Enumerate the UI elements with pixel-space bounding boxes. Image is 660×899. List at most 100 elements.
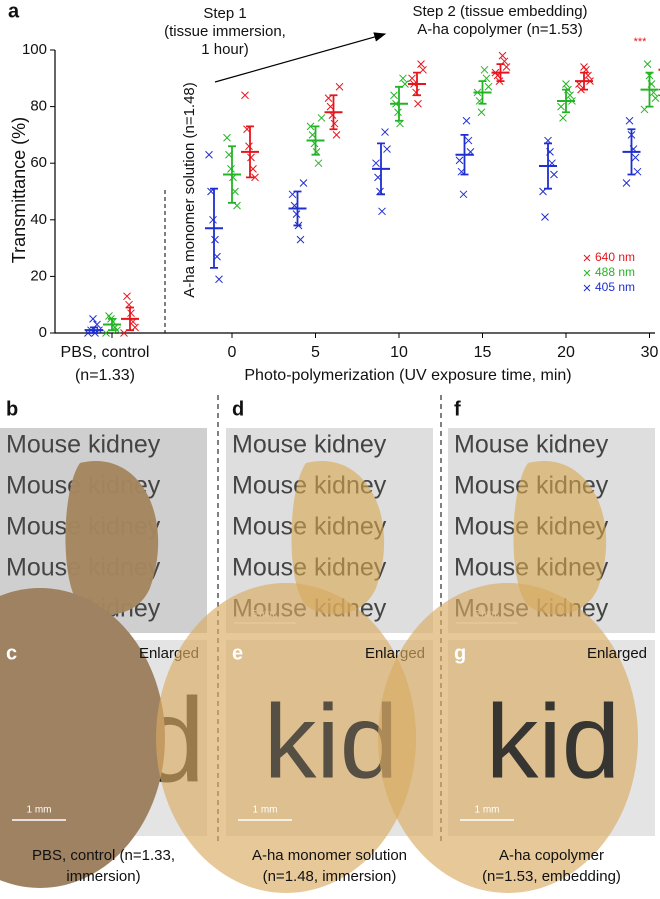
point xyxy=(559,114,567,122)
kidney xyxy=(0,588,165,888)
point xyxy=(335,82,344,91)
point xyxy=(332,131,341,139)
x-tick-label: PBS, control xyxy=(61,344,150,361)
x-axis-label: Photo-polymerization (UV exposure time, … xyxy=(244,367,571,384)
caption: (n=1.48, immersion) xyxy=(263,868,397,885)
caption: A-ha copolymer xyxy=(499,847,604,864)
caption: immersion) xyxy=(66,868,140,885)
scale-label: 1 mm xyxy=(253,805,278,816)
point xyxy=(247,153,255,162)
point xyxy=(292,210,301,218)
point xyxy=(464,136,473,145)
y-tick-label: 0 xyxy=(39,324,47,341)
x-tick-label: 15 xyxy=(474,344,492,361)
point xyxy=(245,142,253,151)
step2: A-ha copolymer (n=1.53) xyxy=(417,21,583,38)
x-tick-label: 20 xyxy=(557,344,575,361)
point xyxy=(381,128,389,136)
point xyxy=(622,179,631,187)
point xyxy=(455,156,464,165)
y-axis-label: Transmittance (%) xyxy=(9,117,29,263)
photo-text: Mouse kidney xyxy=(454,431,609,459)
panel-letter: e xyxy=(232,642,243,664)
y-tick-label: 60 xyxy=(30,154,47,171)
step1: (tissue immersion, xyxy=(164,23,286,40)
panel-letter: a xyxy=(8,0,20,22)
step2: Step 2 (tissue embedding) xyxy=(412,3,587,20)
caption: (n=1.53, embedding) xyxy=(482,868,621,885)
point xyxy=(383,145,391,153)
arrow xyxy=(214,32,387,83)
scale-label: 1 mm xyxy=(27,805,52,816)
point xyxy=(215,275,223,284)
legend-label: 640 nm xyxy=(595,250,635,264)
point xyxy=(631,153,640,162)
panel-letter: f xyxy=(454,398,461,420)
legend-marker xyxy=(583,284,591,292)
point xyxy=(562,80,570,88)
x-tick-label: 0 xyxy=(228,344,237,361)
significance: *** xyxy=(634,36,648,48)
legend-label: 488 nm xyxy=(595,265,635,279)
point xyxy=(498,51,507,60)
caption: A-ha monomer solution xyxy=(252,847,407,864)
x-tick-label: 5 xyxy=(311,344,320,361)
point xyxy=(643,60,652,69)
point xyxy=(484,82,493,91)
point xyxy=(211,235,219,244)
point xyxy=(550,170,558,179)
enlarged-label: Enlarged xyxy=(587,645,647,662)
point xyxy=(625,116,634,125)
caption: PBS, control (n=1.33, xyxy=(32,847,175,864)
point xyxy=(408,74,416,83)
point xyxy=(306,122,315,131)
point xyxy=(299,179,308,187)
point xyxy=(462,116,471,125)
point xyxy=(372,159,380,168)
legend-marker xyxy=(583,254,591,262)
scale-label: 1 mm xyxy=(475,805,500,816)
panel-letter: d xyxy=(232,398,244,420)
legend-marker xyxy=(583,269,591,277)
point xyxy=(251,173,259,182)
point xyxy=(227,165,235,173)
point xyxy=(296,235,305,244)
point xyxy=(378,207,386,216)
point xyxy=(241,91,249,100)
point xyxy=(205,150,213,159)
point xyxy=(394,108,402,117)
kidney xyxy=(378,583,638,893)
kidney xyxy=(65,460,159,615)
panel-letter: g xyxy=(454,642,466,664)
monomer-label: A-ha monomer solution (n=1.48) xyxy=(181,82,198,298)
kidney xyxy=(291,460,385,615)
kidney xyxy=(156,583,416,893)
point xyxy=(123,292,131,301)
point xyxy=(399,74,407,83)
point xyxy=(317,114,326,122)
x-tick-label: 30 xyxy=(641,344,659,361)
point xyxy=(89,314,97,323)
point xyxy=(580,63,588,71)
point xyxy=(651,94,660,102)
kidney xyxy=(513,460,607,615)
point xyxy=(566,91,574,100)
point xyxy=(390,91,398,100)
y-tick-label: 40 xyxy=(30,211,47,228)
point xyxy=(414,99,422,108)
y-tick-label: 100 xyxy=(22,41,47,58)
point xyxy=(417,60,425,69)
photo-text: kid xyxy=(486,684,620,801)
point xyxy=(541,213,549,221)
y-tick-label: 80 xyxy=(30,98,47,115)
step1: 1 hour) xyxy=(201,41,249,58)
photo-text: Mouse kidney xyxy=(232,431,387,459)
point xyxy=(477,108,486,117)
point xyxy=(480,65,489,74)
point xyxy=(223,133,231,142)
y-tick-label: 20 xyxy=(30,267,47,284)
point xyxy=(314,159,323,168)
photo-text: Mouse kidney xyxy=(6,431,161,459)
point xyxy=(209,215,217,224)
